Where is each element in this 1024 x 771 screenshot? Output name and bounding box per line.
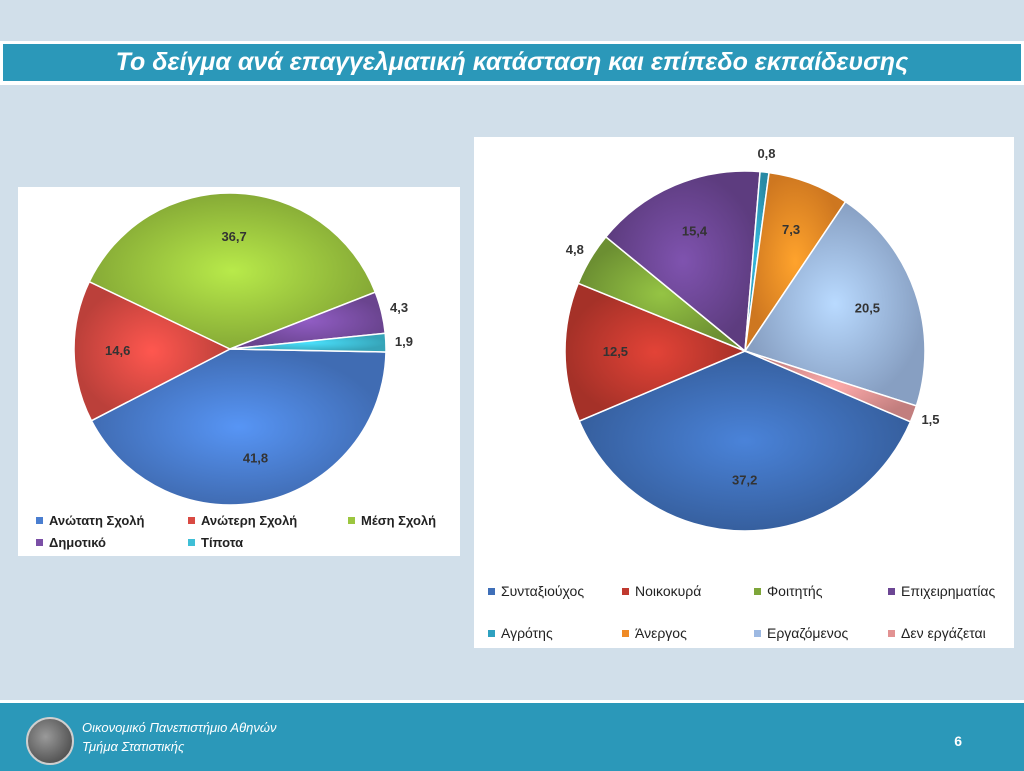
pie-data-label: 37,2: [732, 473, 757, 488]
pie-data-label: 0,8: [757, 146, 775, 161]
legend-item: Νοικοκυρά: [622, 583, 701, 599]
legend-label: Εργαζόμενος: [767, 625, 849, 641]
legend-item: Φοιτητής: [754, 583, 822, 599]
legend-label: Μέση Σχολή: [361, 513, 437, 528]
legend-swatch: [754, 629, 761, 637]
pie-data-label: 1,5: [921, 412, 939, 427]
slide-title: Το δείγμα ανά επαγγελματική κατάσταση κα…: [115, 48, 909, 76]
legend-label: Δημοτικό: [49, 535, 106, 550]
legend-item: Τίποτα: [188, 535, 243, 550]
footer: Οικονομικό Πανεπιστήμιο Αθηνών Τμήμα Στα…: [0, 700, 1024, 771]
pie-slice-1: [578, 350, 912, 532]
legend-item: Δημοτικό: [36, 535, 106, 550]
legend-label: Άνεργος: [635, 625, 687, 641]
pie-data-label: 20,5: [855, 301, 880, 316]
legend-label: Ανώτερη Σχολή: [201, 513, 298, 528]
legend-swatch: [36, 539, 43, 546]
pie-data-label: 4,3: [390, 300, 408, 315]
legend-item: Ανώτατη Σχολή: [36, 513, 144, 528]
legend-swatch: [488, 587, 495, 595]
pie-slice-2: [73, 280, 232, 422]
employment-pie-chart: 37,2 12,5 4,8 15,4 0,8 7,3 20,5 1,5: [564, 146, 940, 532]
pie-data-label: 7,3: [782, 222, 800, 237]
pie-slice-3: [88, 192, 377, 350]
legend-swatch: [348, 517, 355, 524]
legend-swatch: [622, 629, 629, 637]
employment-pie-panel: 37,2 12,5 4,8 15,4 0,8 7,3 20,5 1,5 Συνταξιούχο…: [474, 137, 1014, 648]
legend-label: Αγρότης: [501, 625, 553, 641]
legend-item: Άνεργος: [622, 625, 687, 641]
legend-swatch: [754, 587, 761, 595]
pie-data-label: 4,8: [566, 242, 584, 257]
legend-label: Τίποτα: [201, 535, 244, 550]
pie-data-label: 14,6: [105, 343, 130, 358]
pie-data-label: 1,9: [395, 334, 413, 349]
legend-swatch: [622, 587, 629, 595]
legend-swatch: [488, 629, 495, 637]
education-pie-panel: 41,8 14,6 36,7 4,3 1,9 Ανώτατη Σχολή Ανώτερη …: [18, 187, 460, 556]
legend-item: Συνταξιούχος: [488, 583, 584, 599]
pie-data-label: 15,4: [682, 224, 708, 239]
legend-swatch: [888, 629, 895, 637]
legend-label: Επιχειρηματίας: [901, 583, 996, 599]
pie-slice-7: [743, 200, 926, 407]
pie-slice-8: [744, 350, 918, 423]
legend-item: Επιχειρηματίας: [888, 583, 995, 599]
legend-swatch: [188, 517, 195, 524]
pie-slice-2: [564, 282, 747, 423]
legend-label: Δεν εργάζεται: [901, 625, 986, 641]
pie-data-label: 41,8: [243, 450, 268, 465]
legend-item: Εργαζόμενος: [754, 625, 848, 641]
pie-slice-5: [229, 332, 387, 353]
education-pie-chart: 41,8 14,6 36,7 4,3 1,9: [73, 192, 413, 506]
footer-department: Τμήμα Στατιστικής: [82, 739, 185, 754]
legend-label: Νοικοκυρά: [635, 583, 702, 599]
footer-university: Οικονομικό Πανεπιστήμιο Αθηνών: [82, 720, 277, 735]
legend-label: Συνταξιούχος: [501, 583, 585, 599]
page-number: 6: [954, 733, 962, 749]
title-bar: Το δείγμα ανά επαγγελματική κατάσταση κα…: [0, 41, 1024, 85]
title-band: Το δείγμα ανά επαγγελματική κατάσταση κα…: [3, 44, 1021, 81]
legend-swatch: [888, 587, 895, 595]
pie-data-label: 36,7: [221, 229, 246, 244]
legend-item: Μέση Σχολή: [348, 513, 436, 528]
legend-item: Δεν εργάζεται: [888, 625, 986, 641]
legend-swatch: [36, 517, 43, 524]
university-seal-icon: [26, 717, 74, 765]
legend-swatch: [188, 539, 195, 546]
pie-slice-4: [604, 170, 761, 353]
legend-item: Ανώτερη Σχολή: [188, 513, 297, 528]
legend-label: Ανώτατη Σχολή: [49, 513, 145, 528]
legend-item: Αγρότης: [488, 625, 553, 641]
pie-slice-1: [90, 348, 387, 506]
pie-data-label: 12,5: [603, 344, 628, 359]
legend-label: Φοιτητής: [767, 583, 823, 599]
